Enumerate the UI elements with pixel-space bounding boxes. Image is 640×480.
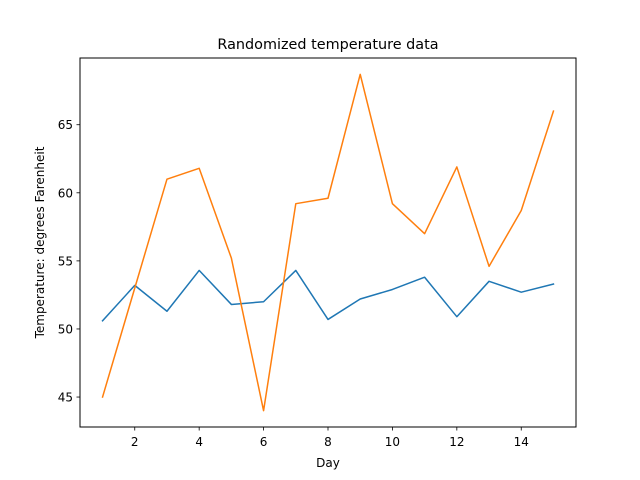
y-tick-label: 60 [58,186,73,200]
y-tick-label: 55 [58,254,73,268]
y-tick-label: 45 [58,391,73,405]
plot-background [80,58,576,427]
y-tick-label: 50 [58,322,73,336]
x-tick-label: 8 [324,435,332,449]
x-tick-label: 2 [131,435,139,449]
x-tick-label: 12 [449,435,464,449]
plot-area: 2 4 6 8 10 12 14 45 50 55 60 65 [58,57,577,449]
x-axis-ticks: 2 4 6 8 10 12 14 [131,427,529,449]
y-tick-label: 65 [58,118,73,132]
x-tick-label: 14 [514,435,529,449]
y-axis-label: Temperature: degrees Farenheit [33,146,47,339]
x-tick-label: 6 [260,435,268,449]
plot-frame [79,57,577,428]
series-layer [101,73,555,412]
series-line-2 [101,73,555,412]
x-tick-label: 4 [195,435,203,449]
chart-title: Randomized temperature data [217,37,438,53]
x-axis-label: Day [316,456,340,470]
y-axis-ticks: 45 50 55 60 65 [58,118,80,405]
series-line-1 [101,269,555,322]
x-tick-label: 10 [385,435,400,449]
